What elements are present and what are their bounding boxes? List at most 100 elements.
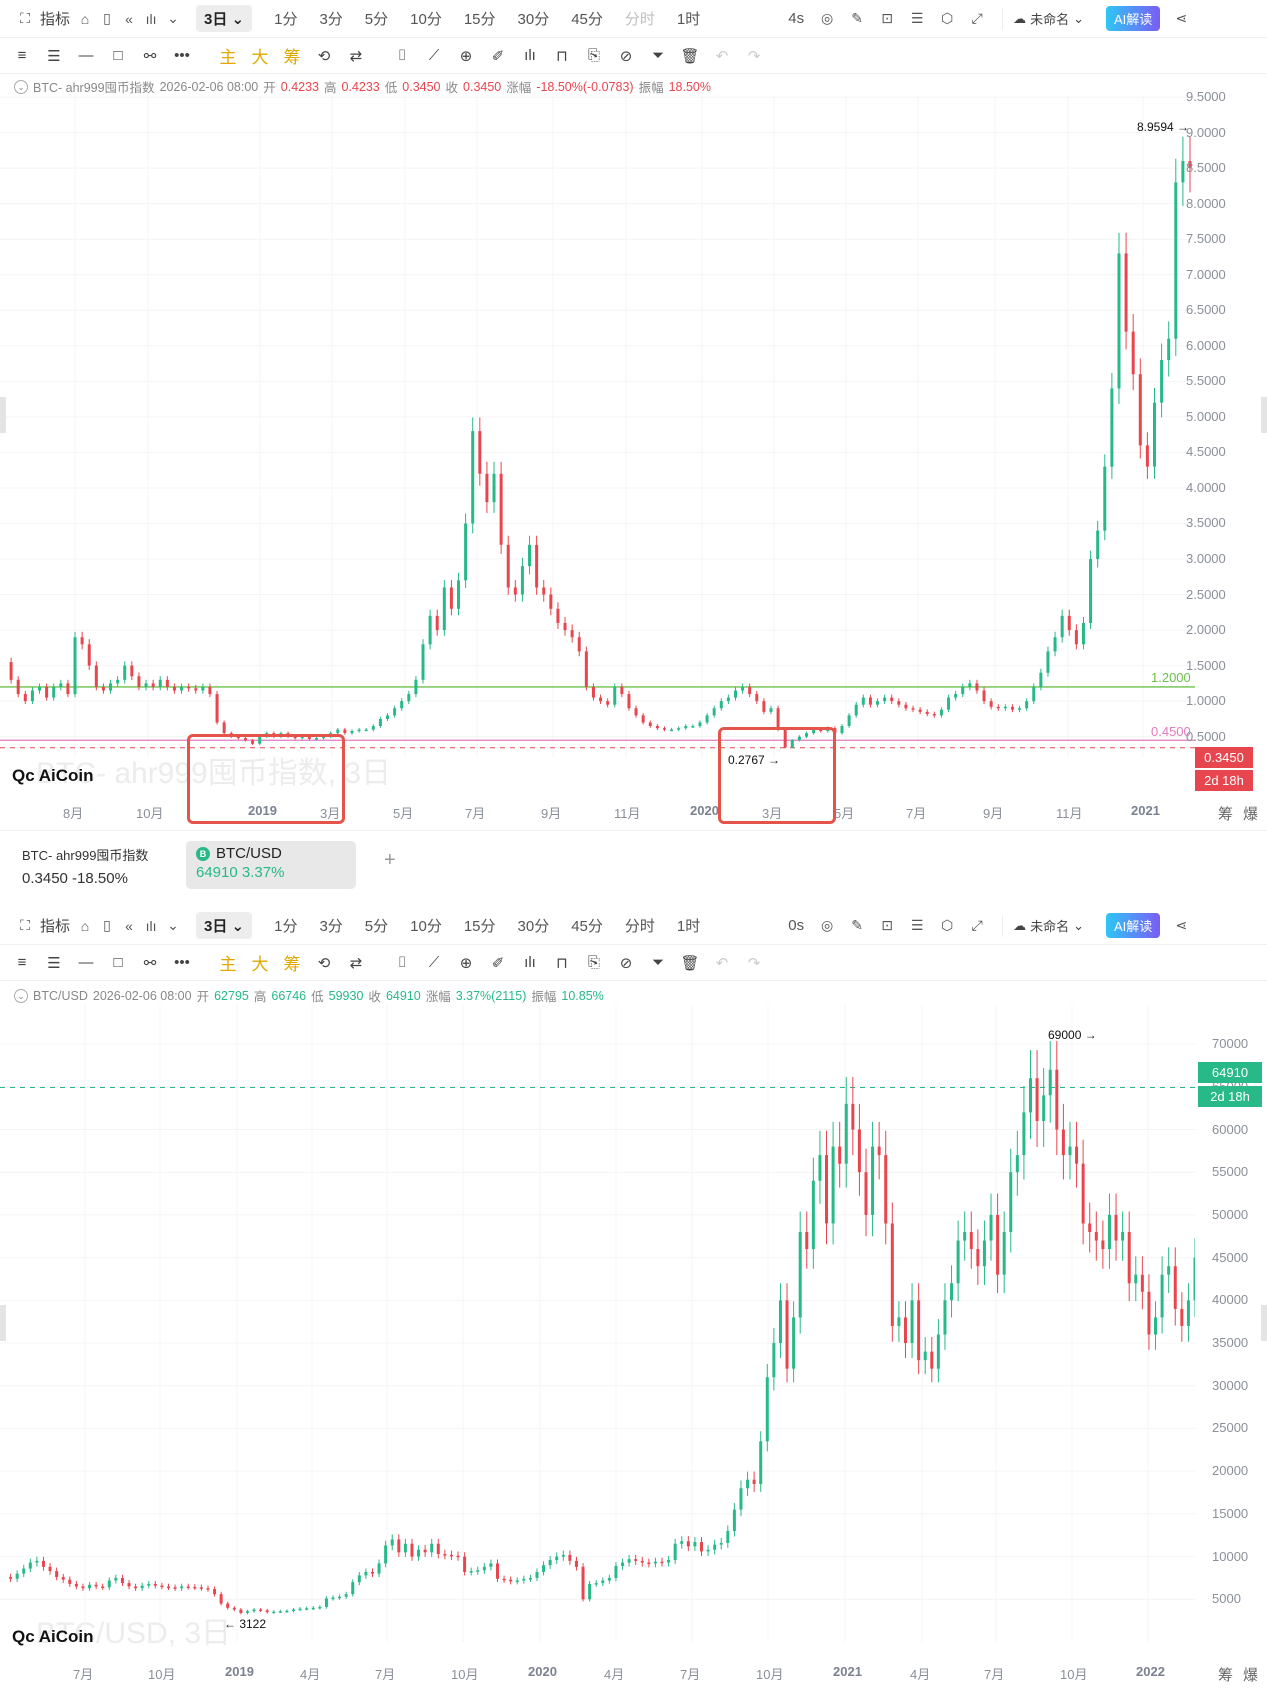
compare-icon[interactable]: ⇄ xyxy=(349,47,363,65)
horizontal-line-icon[interactable]: — xyxy=(78,47,94,64)
link-icon[interactable]: ⚯ xyxy=(143,954,157,972)
compare-icon[interactable]: ⇄ xyxy=(349,954,363,972)
ai-interpret-button[interactable]: AI解读 xyxy=(1106,6,1161,31)
redo-icon[interactable]: ↷ xyxy=(747,954,761,972)
refresh-timer[interactable]: 0s xyxy=(788,917,805,934)
filter-icon[interactable]: ⏷ xyxy=(651,954,664,971)
share-icon[interactable]: ⋖ xyxy=(1175,10,1188,26)
ruler-icon[interactable]: ⟋ xyxy=(428,954,440,971)
edit-note-icon[interactable]: ⎘ xyxy=(587,47,600,64)
interval-30m[interactable]: 30分 xyxy=(517,11,550,28)
undo-icon[interactable]: ↶ xyxy=(715,47,729,65)
right-panel-handle[interactable] xyxy=(1261,397,1267,433)
liquidation-corner-label[interactable]: 爆 xyxy=(1243,806,1259,823)
magnet-icon[interactable]: ⊘ xyxy=(619,954,633,972)
camera-icon[interactable]: ◎ xyxy=(820,10,834,26)
magnet-icon[interactable]: ⊘ xyxy=(619,47,633,65)
template-icon[interactable]: ⌂ xyxy=(80,10,90,27)
fullscreen-icon[interactable]: ⤢ xyxy=(971,10,983,26)
horizontal-line-icon[interactable]: — xyxy=(78,954,94,971)
undo-icon[interactable]: ↶ xyxy=(715,954,729,972)
grid-icon[interactable]: ▯ xyxy=(103,10,111,26)
layout-select[interactable]: ☁ 未命名 ⌄ xyxy=(1013,917,1085,935)
interval-45m[interactable]: 45分 xyxy=(571,11,603,28)
right-panel-handle[interactable] xyxy=(1261,1305,1267,1341)
rewind-icon[interactable]: « xyxy=(125,10,133,27)
replace-icon[interactable]: ⟲ xyxy=(317,47,331,65)
lock-icon[interactable]: ⊓ xyxy=(556,954,568,972)
big-order-button[interactable]: 大 xyxy=(251,48,269,67)
filter-icon[interactable]: ⏷ xyxy=(651,47,664,64)
pencil-icon[interactable]: ✎ xyxy=(851,10,863,26)
interval-15m[interactable]: 15分 xyxy=(463,918,496,935)
hlines-icon[interactable]: ☰ xyxy=(47,954,61,972)
chip-button[interactable]: 筹 xyxy=(283,48,301,67)
link-icon[interactable]: ⚯ xyxy=(143,47,157,65)
menu-icon[interactable]: ≡ xyxy=(17,954,27,971)
chip-corner-label[interactable]: 筹 xyxy=(1218,1667,1234,1684)
interval-5m[interactable]: 5分 xyxy=(364,918,389,935)
lock-icon[interactable]: ⊓ xyxy=(556,47,568,65)
indicator-button[interactable]: ⛶ 指标 xyxy=(14,8,70,30)
list-icon[interactable]: ☰ xyxy=(910,10,924,26)
replace-icon[interactable]: ⟲ xyxy=(317,954,331,972)
grid-icon[interactable]: ▯ xyxy=(103,917,111,933)
ruler-icon[interactable]: ⟋ xyxy=(428,47,440,64)
bookmark-icon[interactable]: ⌷ xyxy=(397,954,407,971)
bookmark-icon[interactable]: ⌷ xyxy=(397,47,407,64)
interval-timeshare[interactable]: 分时 xyxy=(624,11,655,28)
brush-icon[interactable]: ✐ xyxy=(491,954,505,972)
interval-3m[interactable]: 3分 xyxy=(319,11,343,28)
zoom-in-icon[interactable]: ⊕ xyxy=(459,954,473,972)
interval-10m[interactable]: 10分 xyxy=(410,918,442,935)
interval-select[interactable]: 3日 ⌄ xyxy=(196,912,253,939)
big-order-button[interactable]: 大 xyxy=(251,955,269,974)
add-window-icon[interactable]: ⊡ xyxy=(881,10,893,26)
chip-button[interactable]: 筹 xyxy=(283,955,301,974)
interval-15m[interactable]: 15分 xyxy=(463,11,496,28)
candles-icon[interactable]: ılı xyxy=(524,47,536,64)
left-panel-handle[interactable] xyxy=(0,1305,6,1341)
rectangle-icon[interactable]: □ xyxy=(113,47,123,64)
tab-btc-usd[interactable]: B BTC/USD 64910 3.37% xyxy=(186,841,356,889)
interval-1h[interactable]: 1时 xyxy=(676,11,701,28)
chevron-down-icon[interactable]: ⌄ xyxy=(167,917,179,933)
hlines-icon[interactable]: ☰ xyxy=(47,47,61,65)
interval-10m[interactable]: 10分 xyxy=(410,11,442,28)
list-icon[interactable]: ☰ xyxy=(910,917,924,933)
trash-icon[interactable]: 🗑 xyxy=(680,954,700,972)
settings-icon[interactable]: ⬡ xyxy=(940,917,954,933)
layout-select[interactable]: ☁ 未命名 ⌄ xyxy=(1013,10,1085,28)
more-icon[interactable]: ••• xyxy=(174,47,190,64)
collapse-icon[interactable]: ⌄ xyxy=(14,988,28,1003)
candle-type-icon[interactable]: ılı xyxy=(145,917,157,934)
main-force-button[interactable]: 主 xyxy=(219,955,237,974)
candles-icon[interactable]: ılı xyxy=(524,954,536,971)
interval-select[interactable]: 3日 ⌄ xyxy=(196,5,253,32)
add-window-icon[interactable]: ⊡ xyxy=(881,917,893,933)
interval-5m[interactable]: 5分 xyxy=(364,11,389,28)
interval-1m[interactable]: 1分 xyxy=(274,918,298,935)
rectangle-icon[interactable]: □ xyxy=(113,954,123,971)
more-icon[interactable]: ••• xyxy=(174,954,190,971)
collapse-icon[interactable]: ⌄ xyxy=(14,79,28,94)
candle-type-icon[interactable]: ılı xyxy=(145,10,157,27)
interval-3m[interactable]: 3分 xyxy=(319,918,343,935)
interval-1m[interactable]: 1分 xyxy=(274,11,298,28)
edit-note-icon[interactable]: ⎘ xyxy=(587,954,600,971)
refresh-timer[interactable]: 4s xyxy=(788,10,805,27)
chevron-down-icon[interactable]: ⌄ xyxy=(167,10,179,26)
main-force-button[interactable]: 主 xyxy=(219,48,237,67)
settings-icon[interactable]: ⬡ xyxy=(940,10,954,26)
bottom-candlestick-chart[interactable] xyxy=(0,1005,1195,1655)
interval-30m[interactable]: 30分 xyxy=(517,918,550,935)
pencil-icon[interactable]: ✎ xyxy=(851,917,863,933)
trash-icon[interactable]: 🗑 xyxy=(680,47,700,65)
left-panel-handle[interactable] xyxy=(0,397,6,433)
brush-icon[interactable]: ✐ xyxy=(491,47,505,65)
menu-icon[interactable]: ≡ xyxy=(17,47,27,64)
chip-corner-label[interactable]: 筹 xyxy=(1218,806,1234,823)
zoom-in-icon[interactable]: ⊕ xyxy=(459,47,473,65)
share-icon[interactable]: ⋖ xyxy=(1175,917,1188,933)
template-icon[interactable]: ⌂ xyxy=(80,917,90,934)
